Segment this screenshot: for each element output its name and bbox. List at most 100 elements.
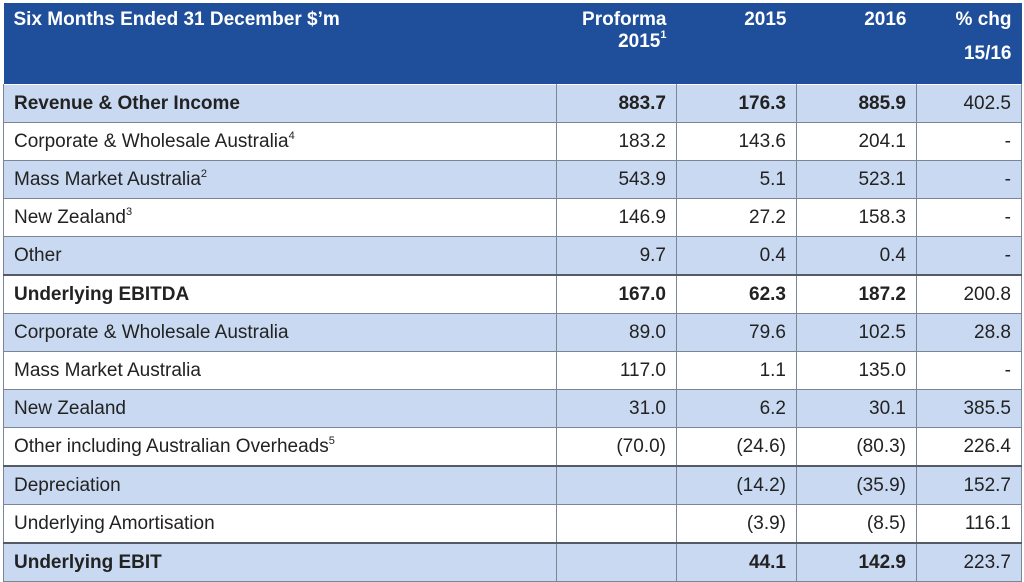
row-value: 27.2 [676,198,797,237]
row-value: 200.8 [916,274,1022,314]
row-value: (70.0) [556,427,677,467]
header-proforma-year: 2015 [618,31,661,52]
row-label: New Zealand [3,389,557,428]
row-value: 44.1 [676,542,797,582]
row-value: - [916,236,1022,276]
header-2016: 2016 [796,3,917,85]
row-label: New Zealand3 [3,198,557,237]
row-value: 28.8 [916,313,1022,352]
row-label-text: Underlying EBITDA [14,283,190,305]
row-value: 6.2 [676,389,797,428]
row-value: 523.1 [796,160,917,199]
table-row: Underlying Amortisation (3.9) (8.5) 116.1 [3,504,1022,544]
row-value: 152.7 [916,465,1022,505]
row-value: 79.6 [676,313,797,352]
row-value [556,542,677,582]
row-value: 885.9 [796,84,917,123]
row-value: 5.1 [676,160,797,199]
row-value: 30.1 [796,389,917,428]
row-value: 146.9 [556,198,677,237]
row-label: Revenue & Other Income [3,84,557,123]
row-label: Underlying EBITDA [3,274,557,314]
row-value: 883.7 [556,84,677,123]
row-label-text: Other [14,244,62,266]
row-value: 135.0 [796,351,917,390]
table-row: Corporate & Wholesale Australia4 183.2 143… [3,122,1022,161]
table-row: Other including Australian Overheads5 (70… [3,427,1022,467]
row-value: (14.2) [676,465,797,505]
row-label-text: Corporate & Wholesale Australia [14,321,289,343]
row-value: (24.6) [676,427,797,467]
table-row: New Zealand 31.0 6.2 30.1 385.5 [3,389,1022,428]
row-label: Depreciation [3,465,557,505]
row-value: 142.9 [796,542,917,582]
row-value: (8.5) [796,504,917,544]
table-row: Revenue & Other Income 883.7 176.3 885.9 402… [3,84,1022,123]
header-proforma-2015: Proforma 20151 [556,3,677,85]
row-value: 116.1 [916,504,1022,544]
table-row: Depreciation (14.2) (35.9) 152.7 [3,465,1022,505]
row-value: 89.0 [556,313,677,352]
header-pct-change: % chg 15/16 [916,3,1022,85]
row-value: 204.1 [796,122,917,161]
row-value: 117.0 [556,351,677,390]
financial-table-container: Six Months Ended 31 December $’m Proform… [3,3,1022,582]
table-row: Underlying EBIT 44.1 142.9 223.7 [3,542,1022,582]
row-value: 176.3 [676,84,797,123]
row-footnote: 2 [200,167,208,180]
row-label-text: Mass Market Australia [14,168,201,190]
table-header: Six Months Ended 31 December $’m Proform… [3,3,1022,85]
row-label: Corporate & Wholesale Australia [3,313,557,352]
row-label-text: Mass Market Australia [14,359,201,381]
row-value: 385.5 [916,389,1022,428]
header-title: Six Months Ended 31 December $’m [3,3,557,85]
header-pct-change-period: 15/16 [963,43,1012,64]
table-row: Underlying EBITDA 167.0 62.3 187.2 200.8 [3,274,1022,314]
row-label-text: Corporate & Wholesale Australia [14,130,289,152]
row-value: 1.1 [676,351,797,390]
row-label: Other [3,236,557,276]
header-pct-change-label: % chg [955,9,1012,30]
row-value: 187.2 [796,274,917,314]
table-row: Mass Market Australia 117.0 1.1 135.0- [3,351,1022,390]
row-footnote: 5 [328,434,335,447]
row-footnote: 4 [288,129,295,142]
header-2015: 2015 [676,3,797,85]
row-label: Mass Market Australia2 [3,160,557,199]
header-proforma-label: Proforma [582,9,667,30]
row-value: 31.0 [556,389,677,428]
table-row: Mass Market Australia2 543.9 5.1 523.1- [3,160,1022,199]
row-value: 0.4 [796,236,917,276]
row-value: 62.3 [676,274,797,314]
row-value: - [916,351,1022,390]
row-value: 183.2 [556,122,677,161]
table-row: New Zealand3 146.9 27.2 158.3- [3,198,1022,237]
row-value: - [916,122,1022,161]
header-proforma-footnote: 1 [660,29,667,41]
row-label: Other including Australian Overheads5 [3,427,557,467]
row-value: 0.4 [676,236,797,276]
table-row: Corporate & Wholesale Australia 89.0 79.6 1… [3,313,1022,352]
row-label-text: Underlying EBIT [14,551,162,573]
header-row: Six Months Ended 31 December $’m Proform… [3,3,1022,85]
row-value: 226.4 [916,427,1022,467]
row-label: Mass Market Australia [3,351,557,390]
row-value: - [916,160,1022,199]
row-value: (35.9) [796,465,917,505]
row-label-text: Revenue & Other Income [14,92,240,114]
row-footnote: 3 [125,205,133,218]
row-value: 223.7 [916,542,1022,582]
row-value: 167.0 [556,274,677,314]
row-label-text: New Zealand [14,397,126,419]
table-body: Revenue & Other Income 883.7 176.3 885.9 402… [3,84,1022,582]
row-label-text: Other including Australian Overheads [14,435,329,457]
row-value: (80.3) [796,427,917,467]
row-value: 143.6 [676,122,797,161]
row-value [556,465,677,505]
row-value [556,504,677,544]
row-label: Underlying EBIT [3,542,557,582]
row-label: Underlying Amortisation [3,504,557,544]
row-value: 158.3 [796,198,917,237]
row-label-text: Depreciation [14,474,121,496]
row-label-text: Underlying Amortisation [14,512,215,534]
